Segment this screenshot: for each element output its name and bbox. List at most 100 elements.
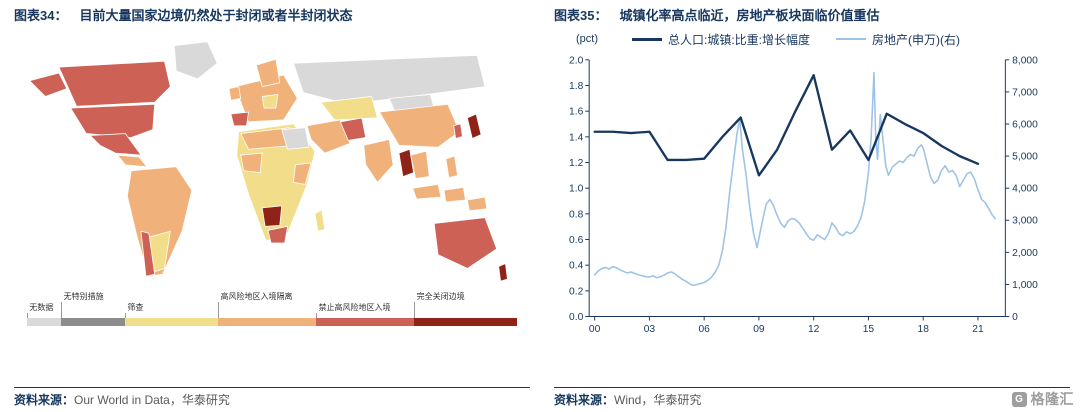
legend-label-2: 筛查 — [127, 303, 144, 313]
legend-label-urbanization: 总人口:城镇:比重:增长幅度 — [668, 32, 811, 47]
legend-tick — [316, 313, 318, 319]
right-tick-label: 3,000 — [1012, 216, 1038, 227]
gelonghui-text: 格隆汇 — [1030, 391, 1074, 407]
map-region-indonesia-east — [443, 187, 466, 203]
series-real-estate-index — [593, 72, 997, 287]
world-map — [28, 41, 508, 282]
chart-header: (pct) 总人口:城镇:比重:增长幅度 房地产(申万)(右) — [554, 28, 1070, 50]
map-region-madagascar — [314, 209, 326, 233]
map-region-mexico — [89, 133, 142, 156]
legend-tick — [61, 302, 63, 319]
legend-tick — [124, 313, 126, 319]
figure-34-source: 资料来源：Our World in Data，华泰研究 — [14, 387, 530, 408]
legend-label-3: 高风险地区入境隔离 — [220, 292, 293, 302]
map-region-scandinavia — [255, 59, 281, 88]
map-region-greenland — [173, 41, 218, 80]
source-label: 资料来源： — [554, 393, 615, 407]
map-region-central-asia — [320, 96, 378, 121]
left-tick-label: 1.4 — [569, 133, 584, 144]
figure-34-panel: 图表34： 目前大量国家边境仍然处于封闭或者半封闭状态 — [14, 8, 530, 408]
dual-axis-line-chart: 0.0 0.2 0.4 0.6 0.8 1.0 1.2 1.4 1.6 1.8 2.0 0 1,000 2… — [569, 56, 1038, 336]
map-region-east-africa — [293, 162, 312, 186]
left-tick-label: 1.2 — [569, 158, 584, 169]
map-region-chile — [140, 231, 156, 277]
map-region-png — [466, 196, 488, 212]
legend-segment-5 — [414, 318, 518, 327]
map-region-middle-east — [306, 119, 351, 154]
map-region-west-africa — [240, 152, 263, 174]
gelonghui-logo: G 格隆汇 — [1011, 389, 1075, 409]
map-region-iran — [339, 117, 367, 142]
x-tick-label: 00 — [589, 324, 601, 335]
map-region-uk — [228, 86, 242, 102]
right-tick-label: 2,000 — [1012, 248, 1038, 259]
map-region-russia — [292, 55, 486, 105]
x-tick-label: 15 — [863, 324, 875, 335]
legend-label-real-estate: 房地产(申万)(右) — [872, 32, 961, 47]
map-legend: 无数据 无特别措施 筛查 高风险地区入境隔离 禁止高风险地区入境 完全关闭边境 — [26, 288, 518, 327]
legend-tick — [26, 313, 28, 319]
left-tick-label: 1.8 — [569, 81, 584, 92]
x-tick-label: 12 — [808, 324, 820, 335]
legend-segment-3 — [218, 318, 317, 327]
legend-swatch-urbanization — [632, 37, 662, 41]
legend-segment-1 — [61, 318, 125, 327]
figure-35-source: 资料来源：Wind，华泰研究 — [554, 387, 1070, 408]
figure-34-title: 图表34： 目前大量国家边境仍然处于封闭或者半封闭状态 — [14, 8, 530, 24]
legend-tick — [414, 302, 416, 319]
right-tick-label: 4,000 — [1012, 184, 1038, 195]
right-tick-label: 0 — [1012, 312, 1018, 323]
left-tick-label: 0.0 — [569, 312, 584, 323]
series-urbanization-growth — [593, 74, 980, 177]
legend-item-urbanization: 总人口:城镇:比重:增长幅度 — [632, 31, 810, 48]
map-region-china — [378, 104, 461, 148]
left-tick-label: 0.6 — [569, 235, 584, 246]
x-tick-label: 21 — [972, 324, 984, 335]
left-tick-label: 2.0 — [569, 56, 584, 67]
map-region-indochina — [410, 150, 430, 180]
map-region-australia — [433, 217, 498, 270]
map-legend-bar — [26, 318, 518, 327]
gelonghui-icon: G — [1011, 391, 1027, 407]
chart-legend: 总人口:城镇:比重:增长幅度 房地产(申万)(右) — [632, 31, 960, 48]
left-tick-label: 1.0 — [569, 184, 584, 195]
source-text: Our World in Data，华泰研究 — [74, 393, 230, 407]
x-tick-label: 18 — [917, 324, 929, 335]
source-label: 资料来源： — [14, 393, 75, 407]
left-tick-label: 0.4 — [569, 261, 584, 272]
map-region-central-america — [116, 154, 148, 168]
map-region-india — [363, 139, 394, 184]
figure-34-title-text: 目前大量国家边境仍然处于封闭或者半封闭状态 — [79, 8, 353, 23]
legend-label-4: 禁止高风险地区入境 — [318, 303, 391, 313]
legend-segment-4 — [316, 318, 415, 327]
legend-tick — [218, 302, 220, 319]
left-axis-unit: (pct) — [576, 33, 598, 46]
legend-label-5: 完全关闭边境 — [416, 292, 465, 302]
left-tick-label: 0.8 — [569, 210, 584, 221]
figure-35-panel: 图表35： 城镇化率高点临近，房地产板块面临价值重估 (pct) 总人口:城镇:比… — [540, 0, 1080, 412]
figure-35-number: 图表35： — [554, 8, 608, 23]
right-tick-label: 6,000 — [1012, 120, 1038, 131]
legend-label-0: 无数据 — [29, 303, 54, 313]
right-tick-label: 8,000 — [1012, 56, 1038, 67]
x-tick-label: 09 — [753, 324, 765, 335]
map-region-alaska — [28, 72, 68, 98]
figure-34-number: 图表34： — [14, 8, 68, 23]
right-tick-label: 5,000 — [1012, 152, 1038, 163]
map-region-usa — [69, 104, 156, 139]
figure-35-title-text: 城镇化率高点临近，房地产板块面临价值重估 — [619, 8, 880, 23]
map-region-canada — [58, 61, 171, 107]
legend-item-real-estate: 房地产(申万)(右) — [836, 31, 960, 48]
figure-35-title: 图表35： 城镇化率高点临近，房地产板块面临价值重估 — [554, 8, 1070, 24]
map-region-libya-egypt — [281, 127, 310, 150]
legend-segment-0 — [26, 318, 62, 327]
left-tick-label: 0.2 — [569, 287, 584, 298]
x-tick-label: 06 — [698, 324, 710, 335]
world-map-container — [14, 30, 530, 286]
right-tick-label: 7,000 — [1012, 88, 1038, 99]
legend-segment-2 — [124, 318, 219, 327]
map-region-new-zealand — [498, 263, 508, 282]
left-tick-label: 1.6 — [569, 107, 584, 118]
map-region-central-europe — [261, 94, 279, 109]
map-region-south-africa — [267, 226, 289, 244]
